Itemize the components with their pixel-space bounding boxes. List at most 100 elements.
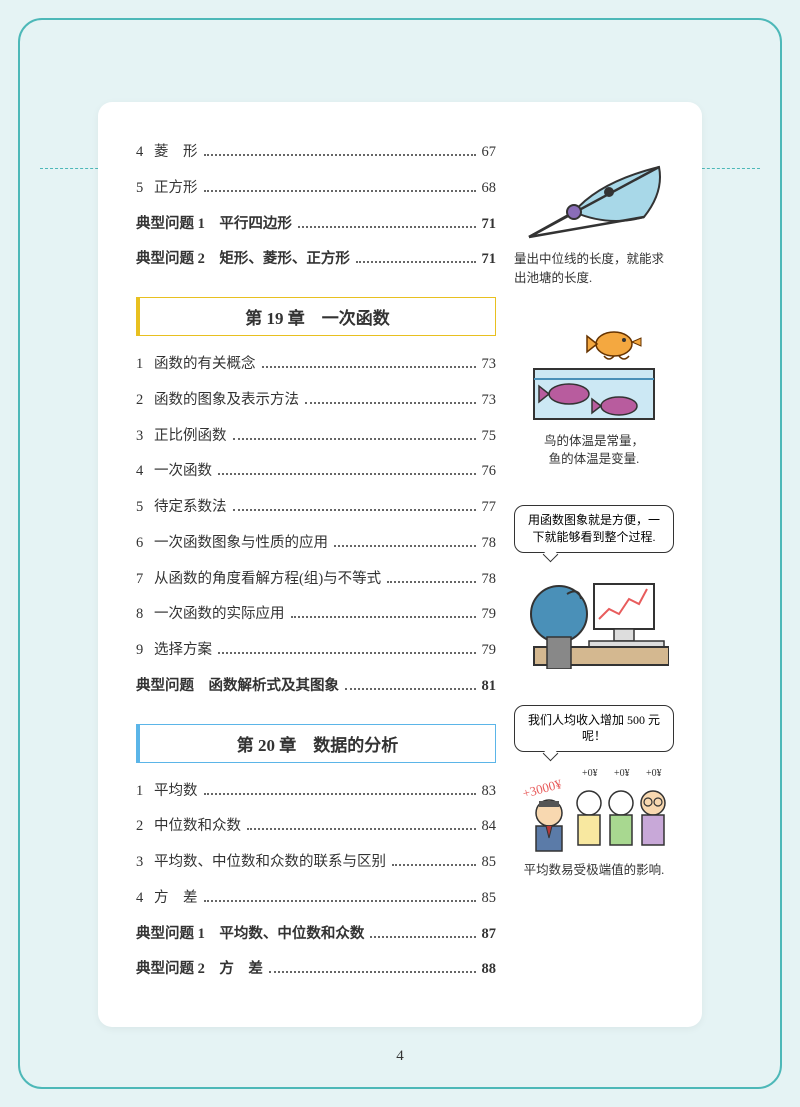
toc-item-page: 71 xyxy=(482,249,497,271)
toc-item-page: 79 xyxy=(482,604,497,626)
toc-item-page: 73 xyxy=(482,354,497,376)
figure-bird-fish-caption: 鸟的体温是常量， 鱼的体温是变量. xyxy=(514,432,674,470)
toc-item-number: 4 xyxy=(136,888,154,910)
toc-item-page: 68 xyxy=(482,178,497,200)
speech-bubble-income: 我们人均收入增加 500 元呢！ xyxy=(514,705,674,753)
chapter-20-toc-list: 1平均数83 2中位数和众数84 3平均数、中位数和众数的联系与区别85 4方 差 85… xyxy=(136,781,496,982)
toc-item-label: 一次函数图象与性质的应用 xyxy=(154,533,328,555)
toc-item-number: 5 xyxy=(136,178,154,200)
toc-item-page: 78 xyxy=(482,569,497,591)
toc-item: 1函数的有关概念 73 xyxy=(136,354,496,376)
toc-item-page: 73 xyxy=(482,390,497,412)
toc-item-label: 方 差 xyxy=(154,888,198,910)
toc-item: 6一次函数图象与性质的应用 78 xyxy=(136,533,496,555)
toc-item: 9选择方案79 xyxy=(136,640,496,662)
toc-item-label: 从函数的角度看解方程(组)与不等式 xyxy=(154,569,381,591)
toc-item-page: 79 xyxy=(482,640,497,662)
toc-item-number: 5 xyxy=(136,497,154,519)
toc-dots xyxy=(387,581,475,583)
toc-item-number: 2 xyxy=(136,390,154,412)
toc-item-label: 典型问题 1 平均数、中位数和众数 xyxy=(136,924,364,946)
speech-bubble-graph: 用函数图象就是方便，一下就能够看到整个过程. xyxy=(514,505,674,553)
toc-item: 典型问题 1 平行四边形 71 xyxy=(136,214,496,236)
page-frame: 4菱 形675正方形68典型问题 1 平行四边形71典型问题 2 矩形、菱形、正… xyxy=(18,18,782,1089)
toc-item: 3正比例函数75 xyxy=(136,426,496,448)
toc-item-number: 1 xyxy=(136,354,154,376)
toc-item-page: 85 xyxy=(482,888,497,910)
toc-item-number: 6 xyxy=(136,533,154,555)
intro-toc-list: 4菱 形675正方形68典型问题 1 平行四边形71典型问题 2 矩形、菱形、正… xyxy=(136,142,496,271)
toc-dots xyxy=(291,616,476,618)
toc-dots xyxy=(204,154,476,156)
toc-item-label: 待定系数法 xyxy=(154,497,227,519)
toc-item-label: 一次函数 xyxy=(154,461,212,483)
svg-text:+0¥: +0¥ xyxy=(614,768,630,779)
toc-item-number: 3 xyxy=(136,852,154,874)
toc-item-number: 3 xyxy=(136,426,154,448)
toc-dots xyxy=(233,438,476,440)
toc-dots xyxy=(233,509,476,511)
chapter-20-header: 第 20 章 数据的分析 xyxy=(136,724,496,763)
computer-chart-icon xyxy=(519,559,669,669)
toc-item: 2中位数和众数84 xyxy=(136,816,496,838)
toc-item: 5待定系数法 77 xyxy=(136,497,496,519)
toc-dots xyxy=(204,793,476,795)
svg-text:+3000¥: +3000¥ xyxy=(521,776,564,801)
toc-item-label: 正方形 xyxy=(154,178,198,200)
toc-item-number: 4 xyxy=(136,461,154,483)
toc-item-label: 中位数和众数 xyxy=(154,816,241,838)
chapter-19-toc-list: 1函数的有关概念732函数的图象及表示方法733正比例函数754一次函数765待… xyxy=(136,354,496,698)
bird-fish-icon xyxy=(519,324,669,424)
people-income-icon: +3000¥ +0¥ +0¥ +0¥ xyxy=(514,758,674,853)
toc-dots xyxy=(218,652,476,654)
toc-item-label: 正比例函数 xyxy=(154,426,227,448)
toc-item-label: 函数的有关概念 xyxy=(154,354,256,376)
page-number: 4 xyxy=(396,1048,404,1065)
toc-item-page: 77 xyxy=(482,497,497,519)
figure-pond-caption: 量出中位线的长度，就能求出池塘的长度. xyxy=(514,250,674,288)
toc-item-number: 7 xyxy=(136,569,154,591)
toc-dots xyxy=(370,936,475,938)
toc-item: 8一次函数的实际应用79 xyxy=(136,604,496,626)
toc-item-page: 71 xyxy=(482,214,497,236)
sidebar-illustrations: 量出中位线的长度，就能求出池塘的长度. 鸟的体温是常量 xyxy=(514,142,674,916)
toc-item-label: 典型问题 1 平行四边形 xyxy=(136,214,292,236)
toc-dots xyxy=(392,864,476,866)
figure-income: 我们人均收入增加 500 元呢！ +3000¥ +0¥ +0¥ +0¥ xyxy=(514,705,674,880)
toc-area: 4菱 形675正方形68典型问题 1 平行四边形71典型问题 2 矩形、菱形、正… xyxy=(136,142,496,981)
toc-item: 典型问题 2 矩形、菱形、正方形71 xyxy=(136,249,496,271)
toc-item-label: 函数的图象及表示方法 xyxy=(154,390,299,412)
toc-item: 5正方形 68 xyxy=(136,178,496,200)
toc-dots xyxy=(218,473,476,475)
toc-dots xyxy=(345,688,476,690)
toc-item-page: 88 xyxy=(482,959,497,981)
figure-graph-character: 用函数图象就是方便，一下就能够看到整个过程. xyxy=(514,505,674,669)
svg-text:+0¥: +0¥ xyxy=(646,768,662,779)
toc-dots xyxy=(204,190,476,192)
toc-item-number: 2 xyxy=(136,816,154,838)
toc-item-page: 78 xyxy=(482,533,497,555)
chapter-19-header: 第 19 章 一次函数 xyxy=(136,297,496,336)
toc-item-label: 一次函数的实际应用 xyxy=(154,604,285,626)
toc-dots xyxy=(356,261,476,263)
toc-item: 3平均数、中位数和众数的联系与区别85 xyxy=(136,852,496,874)
toc-item: 4方 差 85 xyxy=(136,888,496,910)
toc-item-label: 菱 形 xyxy=(154,142,198,164)
toc-item-page: 85 xyxy=(482,852,497,874)
toc-dots xyxy=(247,828,476,830)
toc-item: 1平均数83 xyxy=(136,781,496,803)
toc-item: 4一次函数76 xyxy=(136,461,496,483)
toc-item-label: 典型问题 函数解析式及其图象 xyxy=(136,676,339,698)
toc-dots xyxy=(269,971,476,973)
content-card: 4菱 形675正方形68典型问题 1 平行四边形71典型问题 2 矩形、菱形、正… xyxy=(98,102,702,1027)
toc-item-number: 4 xyxy=(136,142,154,164)
toc-dots xyxy=(305,402,476,404)
toc-item-label: 平均数 xyxy=(154,781,198,803)
toc-item: 典型问题 2 方 差88 xyxy=(136,959,496,981)
svg-text:+0¥: +0¥ xyxy=(582,768,598,779)
toc-item-page: 87 xyxy=(482,924,497,946)
toc-dots xyxy=(334,545,476,547)
toc-dots xyxy=(262,366,476,368)
pond-icon xyxy=(519,142,669,242)
toc-item-page: 81 xyxy=(482,676,497,698)
